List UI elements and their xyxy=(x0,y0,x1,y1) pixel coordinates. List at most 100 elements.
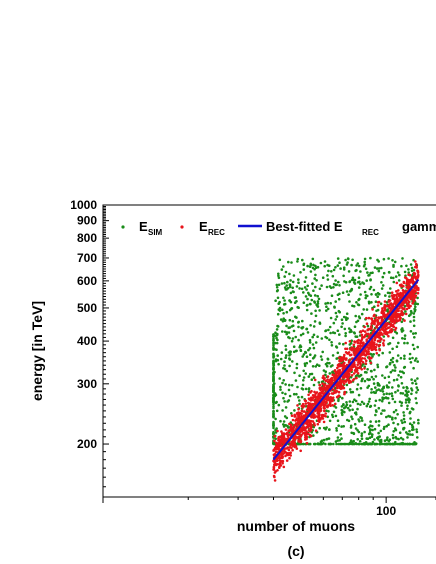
sim-point xyxy=(415,401,418,405)
rec-point xyxy=(378,332,382,336)
sim-point xyxy=(335,429,339,432)
sim-point xyxy=(276,324,279,328)
sim-point xyxy=(326,357,330,361)
sim-point xyxy=(373,266,377,269)
rec-point xyxy=(370,322,373,326)
sim-point xyxy=(401,442,405,446)
sim-point xyxy=(391,436,395,440)
rec-point xyxy=(330,379,334,382)
sim-point xyxy=(276,289,280,292)
sim-point xyxy=(292,392,296,396)
rec-point xyxy=(326,378,329,381)
sim-point xyxy=(374,375,378,378)
sim-point xyxy=(292,329,296,333)
rec-point xyxy=(316,422,320,426)
sim-point xyxy=(321,350,325,354)
sim-point xyxy=(276,312,280,316)
legend-gamma-label: gamma xyxy=(402,219,436,234)
rec-point xyxy=(393,328,397,332)
sim-point xyxy=(401,438,405,441)
rec-point xyxy=(292,442,296,445)
sim-point xyxy=(284,392,287,396)
sim-point xyxy=(272,348,275,351)
sim-point xyxy=(359,387,363,390)
sim-point xyxy=(389,442,392,446)
sim-point xyxy=(375,410,378,413)
sim-point xyxy=(369,369,373,373)
rec-point xyxy=(297,408,300,411)
sim-point xyxy=(275,328,279,331)
sim-point xyxy=(366,442,370,446)
sim-point xyxy=(304,295,308,298)
rec-point xyxy=(398,314,401,318)
rec-point xyxy=(296,404,299,407)
rec-point xyxy=(326,375,330,378)
sim-point xyxy=(360,400,364,404)
sim-point xyxy=(390,392,394,395)
rec-point xyxy=(403,319,406,322)
sim-point xyxy=(354,427,358,430)
sim-point xyxy=(362,264,366,268)
sim-point xyxy=(402,411,405,414)
sim-point xyxy=(282,425,286,428)
sim-point xyxy=(320,284,323,287)
sim-point xyxy=(306,297,309,301)
sim-point xyxy=(317,381,321,384)
sim-point xyxy=(350,431,354,435)
y-tick-label: 800 xyxy=(77,231,97,245)
sim-point xyxy=(391,259,394,262)
sim-point xyxy=(416,388,420,392)
rec-point xyxy=(281,459,285,463)
sim-point xyxy=(398,400,402,404)
sim-point xyxy=(410,311,413,314)
sim-point xyxy=(391,416,394,420)
sim-point xyxy=(331,415,335,419)
sim-point xyxy=(272,396,275,400)
rec-point xyxy=(402,291,405,295)
sim-point xyxy=(395,345,399,349)
sim-point xyxy=(347,257,350,261)
rec-point xyxy=(371,308,374,311)
sim-point xyxy=(305,361,309,365)
sim-point xyxy=(372,382,376,385)
rec-point xyxy=(386,305,390,308)
sim-point xyxy=(288,272,291,276)
sim-point xyxy=(331,354,335,357)
sim-point xyxy=(316,265,320,269)
sim-point xyxy=(281,381,284,385)
rec-point xyxy=(297,411,300,414)
rec-point xyxy=(410,278,414,282)
rec-point xyxy=(335,386,339,390)
sim-point xyxy=(352,278,356,282)
sim-point xyxy=(289,291,293,295)
rec-point xyxy=(374,348,378,352)
sim-point xyxy=(380,287,384,290)
sim-point xyxy=(371,440,375,444)
rec-point xyxy=(335,395,339,399)
rec-point xyxy=(400,283,403,287)
sim-point xyxy=(296,385,299,389)
rec-point xyxy=(313,402,316,406)
sim-point xyxy=(278,258,282,262)
sim-point xyxy=(391,442,395,446)
rec-point xyxy=(403,307,406,311)
sim-point xyxy=(400,404,403,407)
rec-point xyxy=(364,362,368,365)
sim-point xyxy=(354,399,358,403)
sim-point xyxy=(414,397,418,400)
rec-point xyxy=(329,399,332,403)
sim-point xyxy=(368,431,372,434)
sim-point xyxy=(311,282,314,285)
rec-point xyxy=(401,303,405,307)
sim-point xyxy=(312,263,315,267)
sim-point xyxy=(412,319,416,322)
rec-point xyxy=(388,306,392,310)
sim-point xyxy=(397,279,401,282)
rec-point xyxy=(369,345,372,348)
sim-point xyxy=(304,372,308,375)
sim-point xyxy=(312,383,316,387)
sim-point xyxy=(305,288,308,291)
sim-point xyxy=(330,294,334,298)
sim-point xyxy=(385,438,389,442)
legend-rec-label: E xyxy=(199,219,208,234)
